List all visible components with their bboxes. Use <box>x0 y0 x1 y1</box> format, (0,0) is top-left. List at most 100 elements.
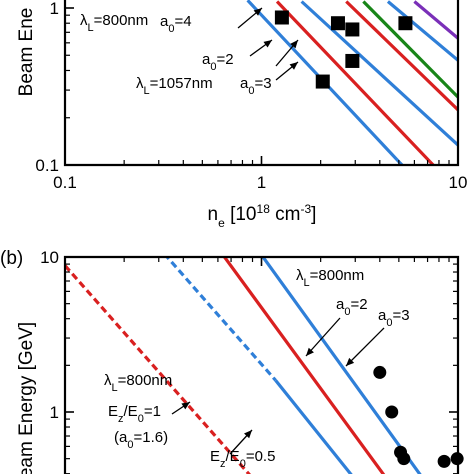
subscript: 0 <box>210 61 216 73</box>
subscript: L <box>144 85 150 97</box>
arrow-head <box>263 40 272 48</box>
annotation-label: a0=2 <box>202 51 234 73</box>
text-part: =800nm <box>94 12 149 29</box>
text-part: a <box>202 51 211 68</box>
data-point-square <box>345 22 360 37</box>
x-axis-label-part: e <box>218 216 225 230</box>
series-line-3 <box>222 257 386 474</box>
text-part: (a <box>114 429 128 446</box>
arrow-head <box>290 40 298 49</box>
arrow-head <box>346 357 355 366</box>
series-line-1 <box>397 160 405 165</box>
panel-label: (b) <box>0 248 23 269</box>
x-axis-label-part: n <box>208 204 219 225</box>
x-axis-label-part: cm <box>270 204 301 225</box>
data-point-square <box>345 53 360 68</box>
subscript: 0 <box>386 317 392 329</box>
text-part: =3 <box>254 75 271 92</box>
data-point-square <box>330 16 345 31</box>
x-axis-label-part: [10 <box>225 204 257 225</box>
text-part: =1.6) <box>133 429 168 446</box>
arrow-head <box>181 402 190 410</box>
text-part: E <box>210 448 220 465</box>
data-point-circle <box>373 365 387 379</box>
text-part: E <box>108 403 118 420</box>
text-part: =2 <box>350 296 367 313</box>
x-axis-label-part: 18 <box>257 202 271 216</box>
subscript: 0 <box>344 306 350 318</box>
text-part: =0.5 <box>246 448 276 465</box>
subscript: z <box>118 413 124 425</box>
text-part: λ <box>104 372 112 389</box>
subscript: z <box>220 458 226 470</box>
y-tick-label: 0.1 <box>35 156 59 175</box>
panel-b: 110(b)eam Energy [GeV]λL=800nma0=2a0=3λL… <box>0 248 464 474</box>
series-line-7 <box>386 0 458 63</box>
text-part: λ <box>80 12 88 29</box>
text-part: a <box>336 296 345 313</box>
annotation-label: a0=2 <box>336 296 368 318</box>
data-point-circle <box>385 405 399 419</box>
subscript: 0 <box>138 413 144 425</box>
x-tick-label: 0.1 <box>53 173 77 192</box>
y-axis-label: eam Energy [GeV] <box>16 322 37 474</box>
series-line-5 <box>345 0 458 113</box>
series-line-0 <box>65 264 251 474</box>
annotation-label: (a0=1.6) <box>114 429 168 451</box>
data-point-circle <box>437 454 451 468</box>
arrow-head <box>289 62 298 70</box>
subscript: L <box>304 277 310 289</box>
series-line-6 <box>362 0 458 100</box>
series-line-2 <box>274 379 353 474</box>
annotation-label: a0=3 <box>240 75 272 97</box>
annotation-label: Ez/E0=1 <box>108 403 161 425</box>
series-group <box>246 0 458 165</box>
text-part: =1 <box>144 403 161 420</box>
text-part: λ <box>296 267 304 284</box>
series-line-1 <box>165 257 277 382</box>
text-part: a <box>378 307 387 324</box>
data-point-square <box>398 16 413 31</box>
text-part: =800nm <box>310 267 365 284</box>
y-axis-label: Beam Ene <box>16 8 37 97</box>
y-tick-label: 1 <box>50 0 59 18</box>
series-line-4 <box>300 0 458 148</box>
subscript: L <box>112 382 118 394</box>
text-part: a <box>160 13 169 30</box>
arrow-head <box>306 347 314 356</box>
subscript: L <box>88 22 94 34</box>
annotation-label: Ez/E0=0.5 <box>210 448 275 470</box>
x-tick-label: 1 <box>257 173 266 192</box>
x-axis-label-part: ] <box>311 204 316 225</box>
text-part: =4 <box>174 13 191 30</box>
data-point-square <box>315 74 330 89</box>
x-axis-label-part: -3 <box>300 202 311 216</box>
annotation-label: λL=800nm <box>296 267 364 289</box>
text-part: a <box>240 75 249 92</box>
text-part: =800nm <box>118 372 173 389</box>
data-point-square <box>274 10 289 25</box>
series-line-2 <box>275 0 432 163</box>
data-point-circle <box>394 445 408 459</box>
subscript: 0 <box>127 439 133 451</box>
text-part: =1057nm <box>150 75 213 92</box>
text-part: /E <box>226 448 240 465</box>
subscript: 0 <box>240 458 246 470</box>
arrow-line <box>305 317 341 357</box>
y-tick-label: 10 <box>40 248 59 267</box>
y-tick-label: 1 <box>50 403 59 422</box>
subscript: 0 <box>248 85 254 97</box>
x-tick-label: 10 <box>449 173 468 192</box>
annotation-label: λL=1057nm <box>136 75 213 97</box>
annotation-label: λL=800nm <box>80 12 148 34</box>
arrow-head <box>253 8 262 16</box>
annotation-label: λL=800nm <box>104 372 172 394</box>
text-part: =2 <box>216 51 233 68</box>
x-axis-label: ne [1018 cm-3] <box>208 202 317 230</box>
text-part: /E <box>124 403 138 420</box>
arrow-head <box>244 430 252 439</box>
text-part: λ <box>136 75 144 92</box>
arrow-line <box>345 327 385 367</box>
